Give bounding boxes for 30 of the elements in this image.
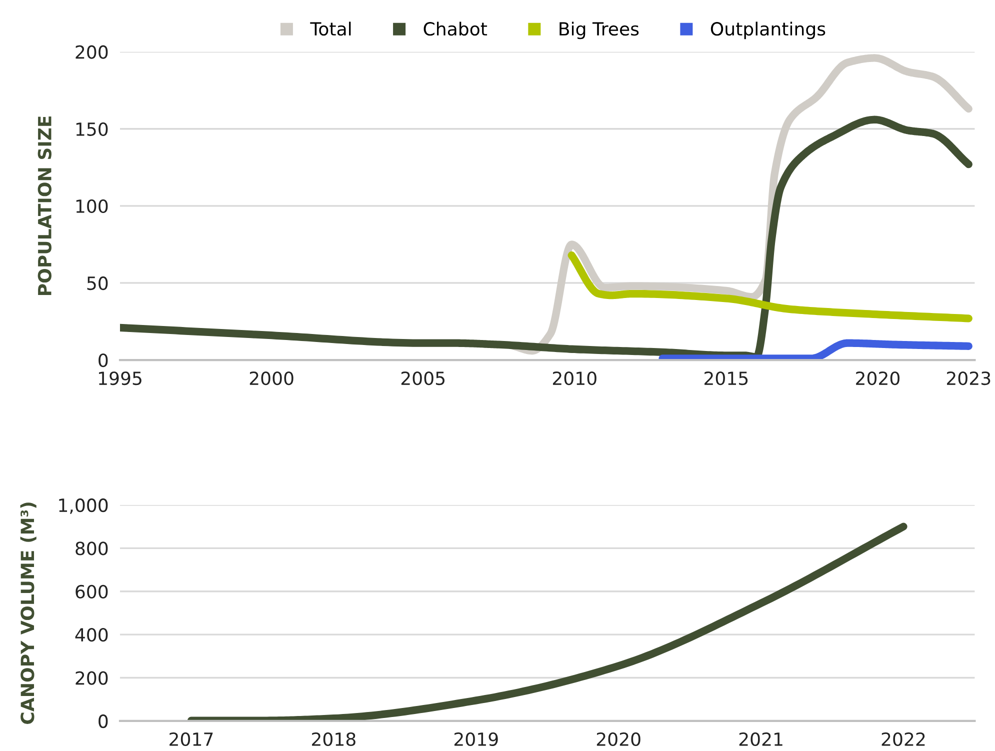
y-tick-label: 600	[76, 584, 108, 598]
x-tick-label: 2015	[704, 371, 748, 386]
x-tick-label: 2010	[552, 371, 596, 386]
y-tick-label: 400	[75, 628, 108, 642]
y-tick-label: 0	[98, 714, 108, 728]
x-tick-label: 2018	[312, 732, 356, 746]
x-tick-label: 2017	[170, 732, 213, 746]
x-tick-label: 2022	[882, 732, 925, 746]
y-tick-label: 200	[76, 45, 108, 59]
x-tick-label: 2020	[856, 371, 900, 386]
y-axis-title: POPULATION SIZE	[38, 116, 52, 296]
x-tick-label: 2000	[250, 371, 294, 386]
y-tick-label: 150	[76, 122, 108, 136]
y-axis-title: CANOPY VOLUME (M³)	[20, 502, 36, 724]
legend-label: Big Trees	[560, 22, 639, 40]
y-tick-label: 0	[98, 353, 108, 368]
x-tick-label: 2021	[739, 732, 782, 746]
legend-label: Total	[310, 22, 351, 36]
y-tick-label: 1,000	[59, 498, 108, 514]
legend-label: Chabot	[424, 22, 488, 36]
x-tick-label: 2023	[946, 371, 990, 386]
legend-label: Outplantings	[710, 22, 826, 40]
y-tick-label: 800	[76, 542, 108, 556]
x-tick-label: 2020	[596, 732, 640, 746]
y-tick-label: 100	[76, 199, 108, 214]
x-tick-label: 2005	[401, 371, 444, 386]
y-tick-label: 200	[76, 671, 108, 685]
x-tick-label: 2019	[454, 732, 498, 746]
y-tick-label: 50	[87, 276, 108, 290]
x-tick-label: 1995	[99, 371, 142, 386]
